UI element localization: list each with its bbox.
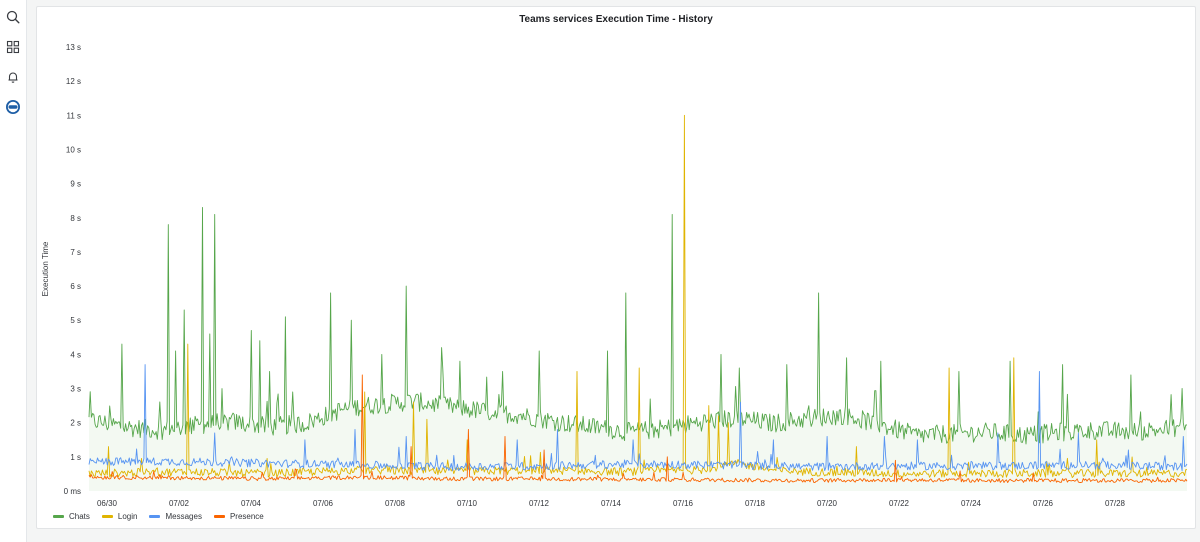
legend-swatch [53, 514, 64, 518]
x-tick-label: 07/26 [1033, 499, 1054, 508]
y-tick-label: 4 s [70, 350, 81, 359]
y-tick-label: 1 s [70, 453, 81, 462]
x-axis: 06/30 07/02 07/04 07/06 07/08 07/10 07/12 07/14… [97, 499, 1126, 508]
alerting-icon[interactable] [4, 68, 22, 86]
sidebar [0, 0, 27, 542]
y-tick-label: 3 s [70, 385, 81, 394]
legend-swatch [149, 514, 161, 518]
x-tick-label: 07/22 [889, 499, 910, 508]
y-tick-label: 10 s [66, 145, 81, 154]
series-line-login [88, 114, 1188, 479]
x-tick-label: 07/10 [457, 499, 478, 508]
series-line-presence [88, 374, 1188, 483]
x-tick-label: 07/12 [529, 499, 550, 508]
x-tick-label: 07/14 [601, 499, 622, 508]
x-tick-label: 07/08 [385, 499, 406, 508]
chart-canvas: 0 ms 1 s 2 s 3 s 4 s 5 s 6 s 7 s 8 s 9 s 10 s 11 s 1… [41, 43, 1188, 508]
legend-label: Login [117, 511, 138, 521]
legend-item-chats[interactable]: Chats [53, 512, 90, 521]
x-tick-label: 07/24 [961, 499, 982, 508]
x-tick-label: 06/30 [97, 499, 118, 508]
x-tick-label: 07/18 [745, 499, 766, 508]
y-tick-label: 13 s [66, 43, 81, 52]
y-axis: 0 ms 1 s 2 s 3 s 4 s 5 s 6 s 7 s 8 s 9 s 10 s 11 s 1… [64, 43, 81, 496]
series-line-messages [88, 364, 1188, 472]
y-tick-label: 5 s [70, 316, 81, 325]
legend-label: Chats [69, 511, 90, 521]
x-tick-label: 07/02 [169, 499, 190, 508]
dashboards-icon[interactable] [4, 38, 22, 56]
legend-item-messages[interactable]: Messages [149, 511, 202, 521]
y-tick-label: 2 s [70, 419, 81, 428]
y-axis-label: Execution Time [41, 241, 50, 296]
y-tick-label: 0 ms [64, 487, 81, 496]
legend-swatch [213, 514, 225, 518]
legend-item-login[interactable]: Login [101, 511, 138, 521]
series-area-chats [89, 207, 1187, 491]
x-tick-label: 07/04 [241, 499, 262, 508]
y-tick-label: 9 s [70, 180, 81, 189]
legend-label: Presence [229, 511, 264, 521]
legend-label: Messages [165, 511, 202, 521]
y-tick-label: 8 s [70, 214, 81, 223]
plot-area [88, 114, 1188, 491]
y-tick-label: 7 s [70, 248, 81, 257]
x-tick-label: 07/06 [313, 499, 334, 508]
series-line-chats [88, 207, 1188, 445]
legend: Chats Login Messages Presence [53, 510, 264, 522]
y-tick-label: 11 s [66, 111, 81, 120]
legend-swatch [101, 514, 113, 518]
y-tick-label: 6 s [70, 282, 81, 291]
legend-item-presence[interactable]: Presence [213, 511, 264, 521]
x-tick-label: 07/16 [673, 499, 694, 508]
connections-icon[interactable] [4, 98, 22, 116]
chart-panel: Teams services Execution Time - History … [36, 6, 1196, 529]
x-tick-label: 07/20 [817, 499, 838, 508]
y-tick-label: 12 s [66, 77, 81, 86]
panel-title: Teams services Execution Time - History [519, 14, 713, 25]
x-tick-label: 07/28 [1105, 499, 1126, 508]
search-icon[interactable] [4, 8, 22, 26]
